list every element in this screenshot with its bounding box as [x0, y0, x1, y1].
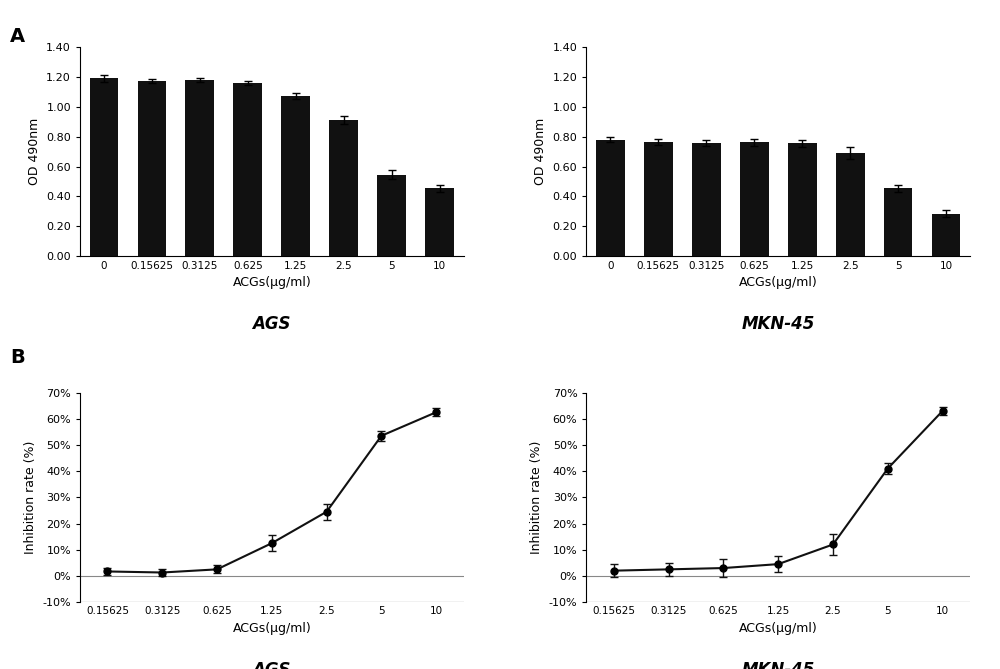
Bar [281, 96, 310, 256]
Bar [233, 83, 262, 256]
Y-axis label: OD 490nm: OD 490nm [534, 118, 547, 185]
Bar [90, 78, 118, 256]
Bar [329, 120, 358, 256]
Bar [185, 80, 214, 256]
Text: AGS: AGS [253, 661, 291, 669]
Bar [377, 175, 406, 256]
X-axis label: ACGs(μg/ml): ACGs(μg/ml) [739, 622, 818, 635]
Bar [836, 153, 865, 256]
Y-axis label: Inhibition rate (%): Inhibition rate (%) [530, 441, 543, 554]
Bar [788, 143, 817, 256]
Text: MKN-45: MKN-45 [742, 661, 815, 669]
Text: MKN-45: MKN-45 [742, 315, 815, 333]
Y-axis label: OD 490nm: OD 490nm [28, 118, 41, 185]
X-axis label: ACGs(μg/ml): ACGs(μg/ml) [232, 622, 311, 635]
Bar [425, 188, 454, 256]
Text: A: A [10, 27, 25, 45]
X-axis label: ACGs(μg/ml): ACGs(μg/ml) [232, 276, 311, 289]
Bar [596, 140, 625, 256]
Text: AGS: AGS [253, 315, 291, 333]
Bar [692, 143, 721, 256]
Y-axis label: Inhibition rate (%): Inhibition rate (%) [24, 441, 37, 554]
Bar [884, 188, 912, 256]
X-axis label: ACGs(μg/ml): ACGs(μg/ml) [739, 276, 818, 289]
Bar [138, 81, 166, 256]
Bar [740, 142, 769, 256]
Bar [932, 213, 960, 256]
Text: B: B [10, 348, 25, 367]
Bar [644, 142, 673, 256]
